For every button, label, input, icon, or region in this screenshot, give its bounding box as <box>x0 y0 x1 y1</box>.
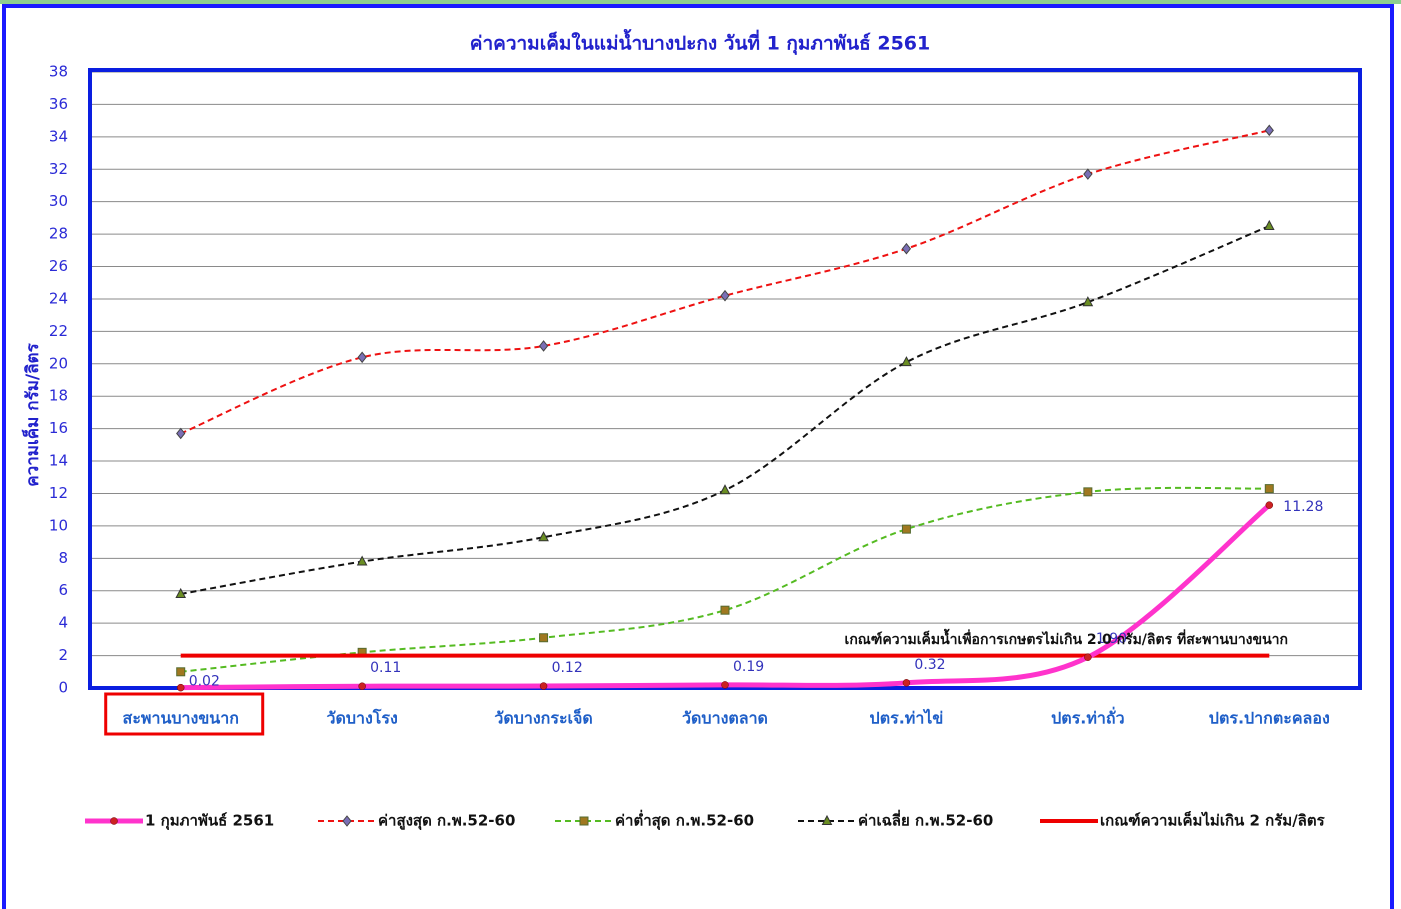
y-tick-label: 30 <box>49 192 68 210</box>
value-label: 0.11 <box>370 660 401 676</box>
y-tick-label: 2 <box>58 646 68 664</box>
legend-marker <box>342 815 352 827</box>
annotation: เกณฑ์ความเค็มน้ำเพื่อการเกษตรไม่เกิน 2.0… <box>845 628 1288 648</box>
category-highlight <box>104 692 265 736</box>
marker <box>1264 124 1274 137</box>
marker <box>1263 219 1275 230</box>
marker <box>1084 653 1092 661</box>
legend-label: ค่าสูงสุด ก.พ.52-60 <box>378 812 515 831</box>
marker <box>176 683 185 692</box>
y-tick-label: 18 <box>49 387 68 405</box>
x-tick-label: วัดบางตลาด <box>682 709 768 728</box>
y-tick-label: 38 <box>49 63 68 81</box>
marker <box>1082 296 1094 307</box>
y-tick-label: 34 <box>49 127 68 145</box>
legend-label: ค่าเฉลี่ย ก.พ.52-60 <box>858 810 993 830</box>
marker <box>538 340 549 352</box>
marker <box>176 427 186 440</box>
y-axis-label: ความเค็ม กรัม/ลิตร <box>20 342 43 486</box>
marker <box>358 682 366 690</box>
value-label: 0.19 <box>733 659 764 675</box>
legend-label: ค่าต่ำสุด ก.พ.52-60 <box>615 810 754 831</box>
marker <box>720 289 730 302</box>
value-label: 11.28 <box>1283 499 1323 515</box>
x-tick-label: ปตร.ท่าไข่ <box>870 709 944 728</box>
y-tick-label: 26 <box>49 257 68 275</box>
series-line <box>180 129 1270 435</box>
marker <box>901 356 912 367</box>
y-tick-label: 22 <box>49 322 68 340</box>
legend-marker <box>110 817 118 825</box>
frame <box>2 4 1394 909</box>
marker <box>175 587 187 598</box>
x-tick-label: วัดบางกระเจ็ด <box>494 707 592 728</box>
marker <box>538 531 549 542</box>
marker <box>901 524 911 534</box>
legend-marker <box>821 814 833 825</box>
marker <box>719 484 731 495</box>
y-tick-label: 10 <box>49 516 68 534</box>
x-tick-label: ปตร.ปากตะคลอง <box>1209 709 1330 728</box>
x-tick-label: วัดบางโรง <box>326 708 397 728</box>
y-tick-label: 16 <box>49 419 68 437</box>
legend-marker <box>579 816 589 826</box>
chart-title: ค่าความเค็มในแม่น้ำบางปะกง วันที่ 1 กุมภ… <box>470 29 931 56</box>
value-label: 0.12 <box>552 660 583 676</box>
y-tick-label: 32 <box>49 160 68 178</box>
x-tick-label: สะพานบางขนาก <box>123 709 239 728</box>
y-tick-label: 36 <box>49 95 68 113</box>
value-label: 0.02 <box>189 674 220 690</box>
y-tick-label: 0 <box>58 679 68 697</box>
value-label: 1.90 <box>1096 631 1127 647</box>
y-tick-label: 28 <box>49 225 68 243</box>
marker <box>1264 484 1274 494</box>
marker <box>902 679 911 687</box>
legend-label: 1 กุมภาพันธ์ 2561 <box>145 812 274 831</box>
y-tick-label: 4 <box>58 614 68 632</box>
marker <box>721 681 729 689</box>
x-tick-label: ปตร.ท่าถั่ว <box>1051 707 1124 728</box>
marker <box>539 633 549 643</box>
marker <box>901 242 912 255</box>
y-tick-label: 24 <box>49 289 68 307</box>
value-label: 0.32 <box>914 657 945 673</box>
marker <box>357 351 367 364</box>
y-tick-label: 8 <box>58 549 68 567</box>
marker <box>176 667 186 677</box>
marker <box>1083 487 1093 497</box>
legend-label: เกณฑ์ความเค็มไม่เกิน 2 กรัม/ลิตร <box>1100 811 1326 830</box>
y-tick-label: 14 <box>49 452 68 470</box>
marker <box>1083 168 1093 180</box>
marker <box>1265 501 1274 509</box>
series-line <box>180 503 1271 691</box>
marker <box>720 605 730 615</box>
top-strip <box>0 0 1401 4</box>
marker <box>539 682 548 690</box>
y-tick-label: 6 <box>58 581 68 599</box>
marker <box>356 555 368 566</box>
y-tick-label: 20 <box>49 354 68 372</box>
series-line <box>180 225 1270 595</box>
y-tick-label: 12 <box>49 484 68 502</box>
